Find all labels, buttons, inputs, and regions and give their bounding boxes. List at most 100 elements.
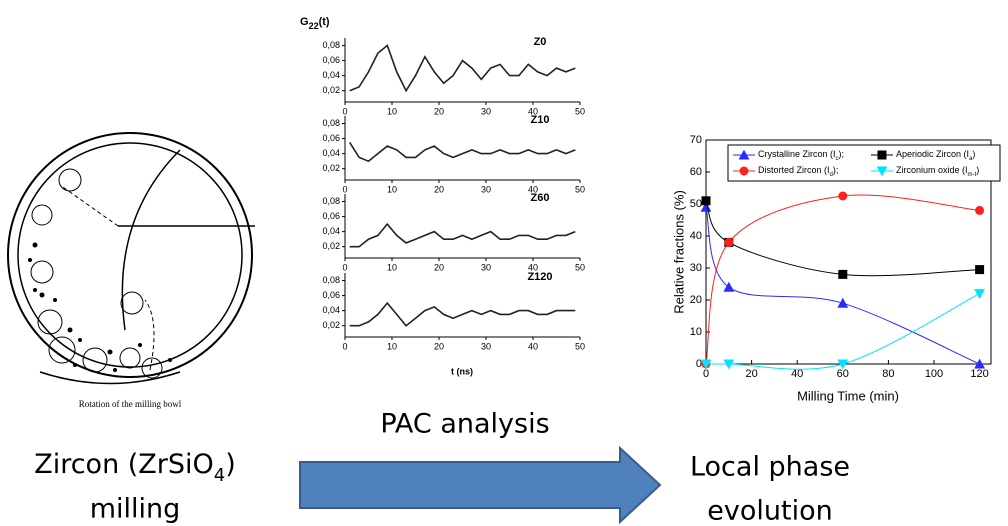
- y-axis-label: Relative fractions (%): [671, 190, 686, 314]
- pac-curve: [349, 141, 576, 163]
- fit-line: [706, 293, 980, 370]
- y-tick-label: 0,04: [322, 70, 340, 80]
- legend-marker: [738, 149, 750, 160]
- legend-marker: [739, 166, 749, 176]
- right-caption: evolution: [707, 496, 832, 526]
- point: [700, 359, 712, 370]
- x-tick-label: 60: [837, 368, 849, 380]
- x-tick-label: 50: [575, 106, 585, 116]
- y-tick-label: 0,06: [322, 211, 340, 221]
- x-tick-label: 20: [434, 262, 444, 272]
- x-tick-label: 0: [703, 368, 709, 380]
- plot-frame: [705, 139, 992, 365]
- legend-label: Crystalline Zircon (Ic);: [758, 149, 844, 161]
- x-tick-label: 80: [882, 368, 894, 380]
- y-tick-label: 0,04: [322, 148, 340, 158]
- legend-box: [727, 144, 1001, 182]
- x-tick-label: 0: [342, 184, 347, 194]
- x-tick-label: 20: [434, 341, 444, 351]
- y-tick-label: 0,02: [322, 85, 340, 95]
- x-tick-label: 40: [528, 106, 538, 116]
- panel-label: Z0: [534, 36, 547, 48]
- x-tick-label: 0: [342, 262, 347, 272]
- x-tick-label: 100: [925, 368, 943, 380]
- point: [838, 191, 848, 201]
- y-tick-label: 0: [696, 358, 702, 370]
- process-arrow: [299, 445, 662, 525]
- y-tick-label: 20: [690, 294, 702, 306]
- y-tick-label: 40: [690, 230, 702, 242]
- x-tick-label: 120: [970, 368, 988, 380]
- legend-label: Aperiodic Zircon (Ia): [896, 149, 975, 161]
- legend-label: Zirconium oxide (Im-t): [896, 165, 979, 177]
- x-tick-label: 10: [387, 184, 397, 194]
- legend-marker: [876, 166, 888, 177]
- point: [974, 289, 985, 299]
- point: [700, 201, 712, 212]
- y-tick-label: 0,02: [322, 241, 340, 251]
- y-tick-label: 0,08: [322, 196, 340, 206]
- pac-curve: [349, 222, 576, 248]
- right-caption: Local phase: [690, 452, 850, 483]
- y-tick-label: 0,02: [322, 320, 340, 330]
- x-tick-label: 50: [575, 184, 585, 194]
- y-tick-label: 0,08: [322, 118, 340, 128]
- y-tick-label: 10: [690, 326, 702, 338]
- left-label: milling: [90, 494, 181, 525]
- left-label: Zircon (ZrSiO4): [34, 449, 236, 486]
- y-tick-label: 0,04: [322, 226, 340, 236]
- pac-curve: [349, 301, 576, 327]
- x-tick-label: 10: [387, 262, 397, 272]
- point: [837, 359, 849, 370]
- x-tick-label: 30: [481, 341, 491, 351]
- y-tick-label: 30: [690, 262, 702, 274]
- y-tick-label: 0,06: [322, 290, 340, 300]
- point: [838, 269, 848, 279]
- y-axis-label: G22(t): [300, 16, 330, 31]
- x-tick-label: 30: [481, 262, 491, 272]
- milling-particles: [28, 242, 172, 372]
- pac-curve: [349, 44, 576, 93]
- x-tick-label: 40: [791, 368, 803, 380]
- panel-label: Z120: [527, 271, 552, 283]
- point: [724, 237, 734, 247]
- bowl-caption: Rotation of the milling bowl: [79, 399, 182, 409]
- legend-marker: [877, 150, 887, 160]
- x-tick-label: 40: [528, 341, 538, 351]
- x-axis-label: t (ns): [451, 366, 473, 376]
- fit-line: [705, 200, 980, 277]
- y-tick-label: 70: [690, 134, 702, 146]
- x-tick-label: 30: [481, 184, 491, 194]
- point: [723, 359, 735, 370]
- x-tick-label: 50: [575, 341, 585, 351]
- point: [975, 265, 985, 275]
- legend-label: Distorted Zircon (Id);: [758, 165, 838, 177]
- x-tick-label: 0: [342, 341, 347, 351]
- y-tick-label: 50: [690, 198, 702, 210]
- x-tick-label: 30: [481, 106, 491, 116]
- point: [723, 281, 735, 292]
- y-tick-label: 0,06: [322, 133, 340, 143]
- milling-bowl: [7, 132, 255, 385]
- x-tick-label: 20: [434, 184, 444, 194]
- x-tick-label: 50: [575, 262, 585, 272]
- x-tick-label: 0: [342, 106, 347, 116]
- x-axis-label: Milling Time (min): [797, 388, 899, 403]
- x-tick-label: 40: [528, 184, 538, 194]
- panel-label: Z10: [531, 114, 550, 126]
- x-tick-label: 20: [434, 106, 444, 116]
- x-tick-label: 20: [745, 368, 757, 380]
- point: [975, 205, 985, 215]
- x-tick-label: 10: [387, 106, 397, 116]
- point: [701, 196, 711, 206]
- x-tick-label: 40: [528, 262, 538, 272]
- y-tick-label: 60: [690, 166, 702, 178]
- y-tick-label: 0,04: [322, 305, 340, 315]
- fit-line: [705, 194, 980, 365]
- panel-label: Z60: [531, 192, 550, 204]
- y-tick-label: 0,06: [322, 55, 340, 65]
- point: [837, 297, 849, 308]
- y-tick-label: 0,02: [322, 163, 340, 173]
- point: [974, 358, 985, 369]
